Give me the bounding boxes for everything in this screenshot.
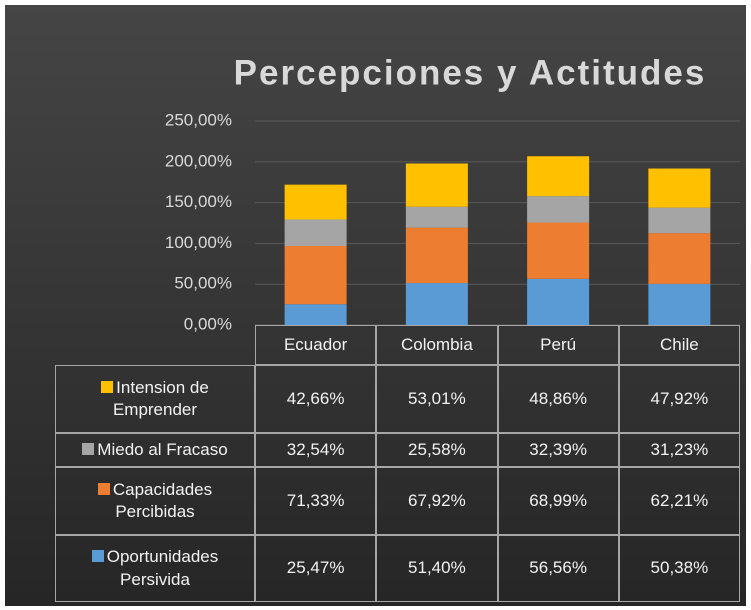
legend-cell: Oportunidades Persivida [55,535,255,602]
bar-segment [527,196,590,223]
bar-segment [648,283,711,325]
y-tick-label: 150,00% [165,192,232,211]
bar-segment [648,233,711,284]
bar-segment [648,168,711,208]
table-value: 47,92% [618,365,740,433]
legend-entry: Oportunidades Persivida [60,546,250,590]
bar-segment [527,156,590,197]
legend-entry: Miedo al Fracaso [82,439,228,461]
table-value: 68,99% [497,467,619,535]
bar-segment [648,207,711,234]
bar-segment [284,219,347,247]
legend-cell: Capacidades Percibidas [55,467,255,535]
bar-segment [405,227,468,284]
y-tick-label: 250,00% [165,110,232,129]
table-value: 62,21% [618,467,740,535]
bar-segment [527,222,590,279]
table-value: 56,56% [497,535,619,602]
bar-segment [405,163,468,207]
table-value: 31,23% [618,433,740,467]
legend-label: Oportunidades Persivida [106,547,219,589]
legend-key [82,442,95,455]
legend-key [101,380,114,393]
table-value: 32,54% [255,433,377,467]
legend-label: Intension de Emprender [112,377,209,419]
table-value: 25,47% [255,535,377,602]
bar-segment [284,184,347,220]
bar-segment [405,283,468,325]
table-header: Chile [618,325,740,365]
table-header: Colombia [376,325,498,365]
table-value: 67,92% [376,467,498,535]
bar-segment [284,304,347,325]
y-tick-label: 0,00% [184,314,232,333]
chart-title: Percepciones y Actitudes [234,53,707,92]
legend-entry: Capacidades Percibidas [60,479,250,523]
table-value: 25,58% [376,433,498,467]
legend-cell: Intension de Emprender [55,365,255,433]
bar-segment [527,278,590,325]
table-value: 50,38% [618,535,740,602]
legend-cell: Miedo al Fracaso [55,433,255,467]
y-tick-label: 50,00% [174,274,232,293]
table-value: 42,66% [255,365,377,433]
y-tick-label: 200,00% [165,151,232,170]
table-header: Perú [497,325,619,365]
table-value: 51,40% [376,535,498,602]
table-value: 53,01% [376,365,498,433]
bar-segment [284,246,347,305]
table-value: 32,39% [497,433,619,467]
legend-entry: Intension de Emprender [60,377,250,421]
y-tick-label: 100,00% [165,233,232,252]
table-value: 71,33% [255,467,377,535]
table-header: Ecuador [255,325,377,365]
legend-label: Miedo al Fracaso [97,439,228,459]
table-value: 48,86% [497,365,619,433]
legend-label: Capacidades Percibidas [112,479,213,521]
legend-key [97,482,110,495]
legend-key [91,550,104,563]
bar-segment [405,206,468,228]
